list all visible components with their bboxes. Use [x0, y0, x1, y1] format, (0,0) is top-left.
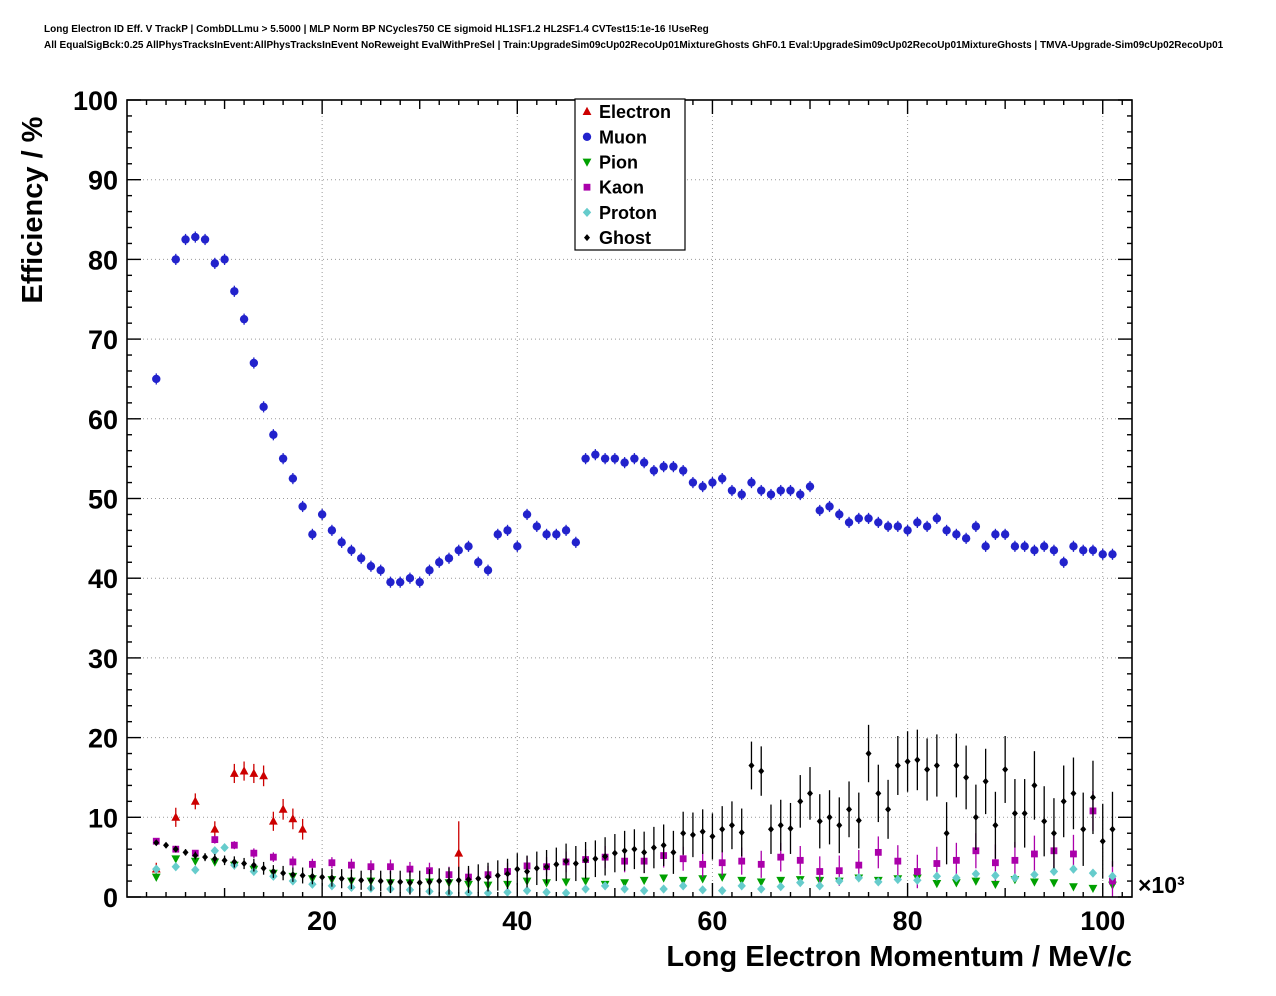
svg-text:0: 0 [103, 883, 118, 913]
svg-text:40: 40 [502, 906, 532, 936]
svg-text:80: 80 [893, 906, 923, 936]
y-tick-labels: 0 10 20 30 40 50 60 70 80 90 100 [73, 86, 118, 913]
legend-label-pion: Pion [599, 153, 638, 173]
legend: Electron Muon Pion Kaon Proton Ghost [574, 98, 686, 251]
svg-text:60: 60 [88, 405, 118, 435]
legend-entry-ghost: Ghost [584, 228, 651, 248]
svg-text:50: 50 [88, 485, 118, 515]
series-electron [151, 100, 620, 886]
svg-text:20: 20 [307, 906, 337, 936]
plot-title-line1: Long Electron ID Eff. V TrackP | CombDLL… [44, 24, 709, 35]
plot-header: Long Electron ID Eff. V TrackP | CombDLL… [44, 22, 1223, 54]
legend-label-proton: Proton [599, 203, 657, 223]
legend-label-muon: Muon [599, 127, 647, 147]
legend-label-kaon: Kaon [599, 178, 644, 198]
legend-entry-electron: Electron [582, 102, 671, 122]
chart-render-layer: 20 40 60 80 100 0 10 20 30 40 50 60 70 80 90 100 Electro… [73, 86, 1133, 936]
svg-text:80: 80 [88, 245, 118, 275]
legend-entry-pion: Pion [582, 153, 638, 173]
data-series-layer [151, 100, 1117, 897]
svg-text:20: 20 [88, 724, 118, 754]
series-ghost [153, 724, 1116, 895]
legend-label-ghost: Ghost [599, 228, 651, 248]
svg-text:10: 10 [88, 803, 118, 833]
x-axis-title: Long Electron Momentum / MeV/c [666, 941, 1132, 973]
legend-entry-proton: Proton [582, 203, 657, 223]
legend-label-electron: Electron [599, 102, 671, 122]
svg-text:30: 30 [88, 644, 118, 674]
x-axis-exponent-label: ×10³ [1138, 872, 1185, 898]
svg-text:100: 100 [73, 86, 118, 116]
svg-text:70: 70 [88, 325, 118, 355]
svg-text:60: 60 [697, 906, 727, 936]
plot-title-line2: All EqualSigBck:0.25 AllPhysTracksInEven… [44, 40, 1224, 51]
svg-text:90: 90 [88, 166, 118, 196]
axis-ticks [127, 99, 1132, 898]
y-axis-title: Efficiency / % [17, 116, 49, 303]
legend-box [574, 98, 686, 251]
series-muon [152, 231, 1117, 588]
svg-text:40: 40 [88, 564, 118, 594]
legend-entry-kaon: Kaon [583, 178, 644, 198]
svg-text:100: 100 [1080, 906, 1125, 936]
legend-entry-muon: Muon [582, 127, 647, 147]
x-tick-labels: 20 40 60 80 100 [307, 906, 1125, 936]
